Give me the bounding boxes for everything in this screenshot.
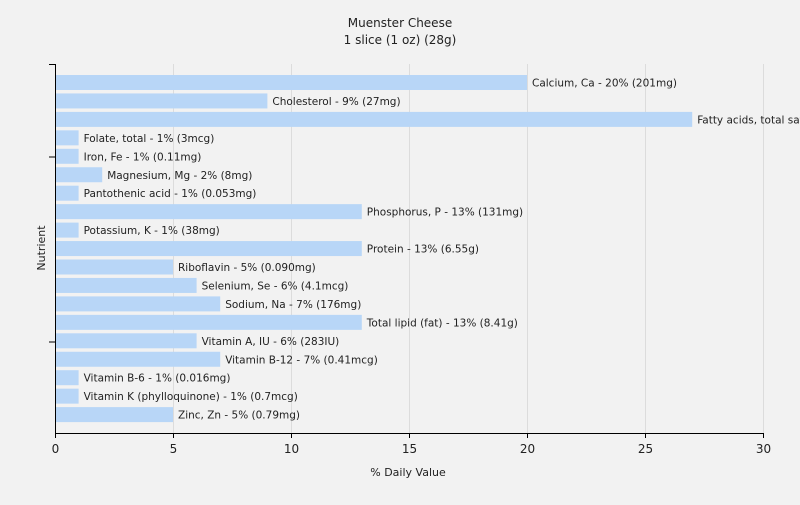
x-tick-label: 5 <box>170 442 178 456</box>
bar <box>56 75 527 90</box>
bar-label: Pantothenic acid - 1% (0.053mg) <box>84 188 257 200</box>
bar <box>56 130 79 146</box>
x-tick-label: 20 <box>520 442 535 456</box>
bar-label: Vitamin A, IU - 6% (283IU) <box>202 336 340 348</box>
bar-label: Sodium, Na - 7% (176mg) <box>225 299 361 311</box>
bar-label: Fatty acids, total saturated - 27% (5.35… <box>697 114 800 126</box>
bar <box>56 222 79 238</box>
chart-title: Muenster Cheese <box>348 16 452 30</box>
bar-label: Folate, total - 1% (3mcg) <box>84 133 215 145</box>
bar-label: Vitamin B-6 - 1% (0.016mg) <box>84 373 231 385</box>
bar <box>56 259 173 275</box>
bar <box>56 351 221 367</box>
bar-label: Vitamin K (phylloquinone) - 1% (0.7mcg) <box>84 391 298 403</box>
x-tick-label: 25 <box>638 442 653 456</box>
bar-label: Cholesterol - 9% (27mg) <box>272 96 400 108</box>
bar <box>56 167 103 183</box>
bar <box>56 111 693 127</box>
bar <box>56 407 173 423</box>
bar <box>56 333 197 349</box>
bar-label: Zinc, Zn - 5% (0.79mg) <box>178 410 300 422</box>
bar <box>56 204 362 220</box>
bar <box>56 314 362 330</box>
x-axis-label: % Daily Value <box>370 466 446 479</box>
bar <box>56 296 221 312</box>
x-tick-label: 0 <box>52 442 60 456</box>
bar-label: Total lipid (fat) - 13% (8.41g) <box>366 317 518 329</box>
bar-label: Iron, Fe - 1% (0.11mg) <box>84 151 202 163</box>
x-tick-label: 10 <box>284 442 299 456</box>
x-tick-label: 30 <box>756 442 771 456</box>
bar <box>56 277 197 293</box>
bar-label: Phosphorus, P - 13% (131mg) <box>367 207 523 219</box>
bar-label: Calcium, Ca - 20% (201mg) <box>532 78 677 90</box>
bar <box>56 148 79 164</box>
bar-label: Riboflavin - 5% (0.090mg) <box>178 262 316 274</box>
bars <box>56 75 693 423</box>
bar <box>56 388 79 404</box>
bar-label: Potassium, K - 1% (38mg) <box>84 225 220 237</box>
bar-label: Magnesium, Mg - 2% (8mg) <box>107 170 252 182</box>
bar-labels: Calcium, Ca - 20% (201mg) Cholesterol - 9… <box>84 78 800 422</box>
bar <box>56 241 362 257</box>
bar-label: Vitamin B-12 - 7% (0.41mcg) <box>225 354 378 366</box>
bar <box>56 93 268 109</box>
y-axis-label: Nutrient <box>35 225 48 271</box>
x-tick-label: 15 <box>402 442 417 456</box>
bar-label: Selenium, Se - 6% (4.1mcg) <box>202 280 349 292</box>
bar <box>56 185 79 201</box>
chart-subtitle: 1 slice (1 oz) (28g) <box>344 33 457 47</box>
bar <box>56 370 79 386</box>
tick-labels: 0 5 10 15 20 25 30 <box>52 433 771 456</box>
bar-label: Protein - 13% (6.55g) <box>367 244 479 256</box>
